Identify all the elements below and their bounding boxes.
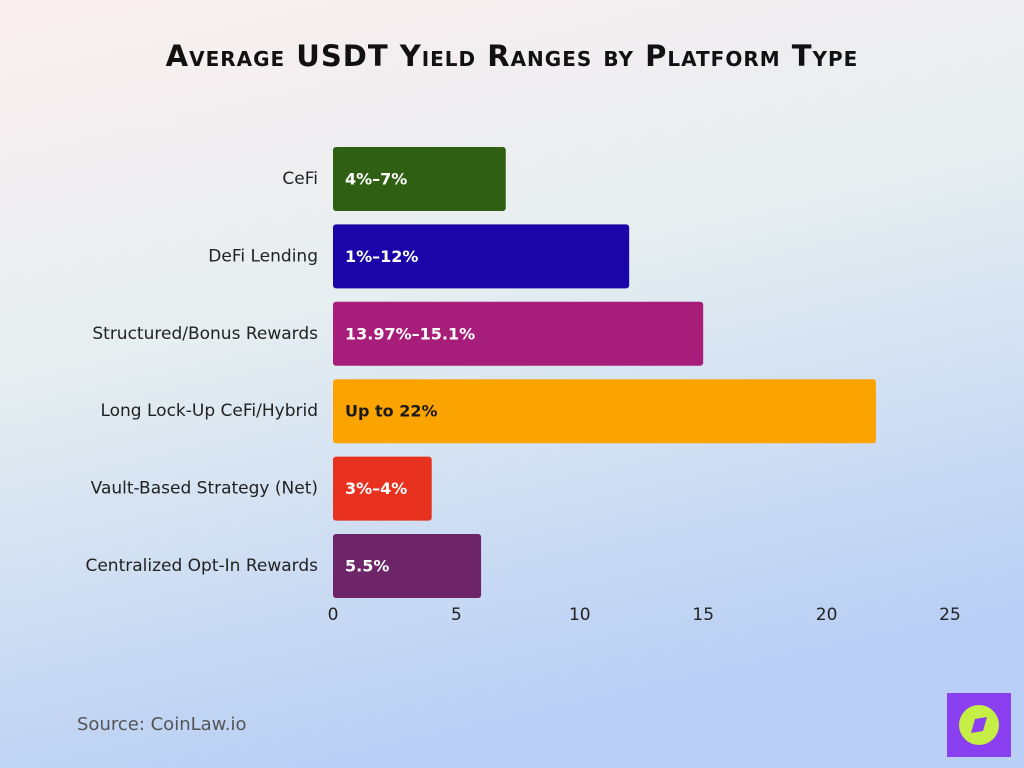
x-tick-label: 25	[939, 605, 961, 625]
x-tick-label: 15	[692, 605, 714, 625]
x-tick-label: 5	[451, 605, 462, 625]
bar	[333, 534, 482, 598]
bar	[333, 224, 630, 289]
x-tick-label: 0	[328, 605, 339, 625]
y-tick-label: Vault-Based Strategy (Net)	[91, 479, 318, 499]
y-tick-label: DeFi Lending	[208, 246, 318, 266]
bar	[333, 456, 432, 521]
bar	[333, 147, 506, 211]
bar	[333, 301, 704, 366]
y-tick-label: Long Lock-Up CeFi/Hybrid	[100, 401, 318, 421]
logo	[947, 693, 1011, 757]
value-label: Up to 22%	[345, 402, 438, 421]
x-tick-label: 20	[816, 605, 838, 625]
value-label: 13.97%–15.1%	[345, 324, 475, 343]
y-tick-label: Centralized Opt-In Rewards	[85, 556, 318, 576]
value-label: 5.5%	[345, 557, 389, 576]
source: Source: CoinLaw.io	[77, 714, 246, 735]
y-tick-label: CeFi	[282, 169, 318, 189]
y-tick-label: Structured/Bonus Rewards	[92, 324, 318, 344]
value-label: 4%–7%	[345, 170, 407, 189]
bar	[333, 379, 876, 444]
x-tick-label: 10	[569, 605, 591, 625]
value-label: 3%–4%	[345, 479, 407, 498]
value-label: 1%–12%	[345, 247, 418, 266]
chart-title: Average USDT Yield Ranges by Platform Ty…	[166, 39, 859, 73]
